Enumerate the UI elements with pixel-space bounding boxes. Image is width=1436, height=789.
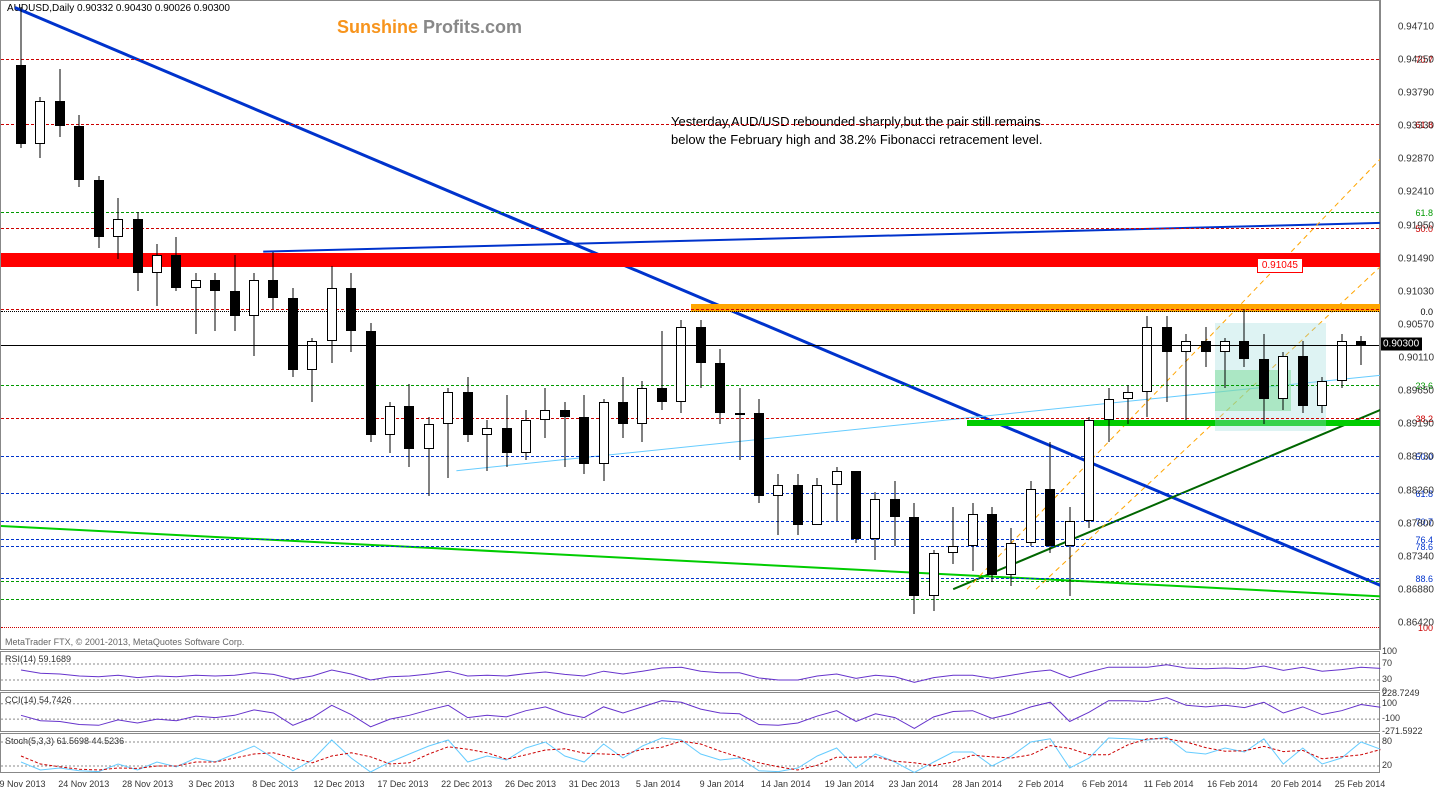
cci-line: [1, 693, 1381, 733]
trendlines-layer: [1, 1, 1381, 651]
stoch-panel[interactable]: Stoch(5,3,3) 61.5698 44.5236: [0, 733, 1380, 773]
current-price-line: [1, 345, 1379, 346]
cci-panel[interactable]: CCI(14) 54.7426: [0, 692, 1380, 732]
rsi-panel[interactable]: RSI(14) 59.1689: [0, 651, 1380, 691]
stoch-lines: [1, 734, 1381, 774]
date-axis: 19 Nov 201324 Nov 201328 Nov 20133 Dec 2…: [0, 773, 1436, 789]
main-price-chart[interactable]: AUDUSD,Daily 0.90332 0.90430 0.90026 0.9…: [0, 0, 1380, 650]
copyright-text: MetaTrader FTX, © 2001-2013, MetaQuotes …: [5, 637, 244, 647]
price-axis: 0.947100.942500.937900.933300.928700.924…: [1380, 0, 1436, 650]
rsi-line: [1, 652, 1381, 692]
price-callout: 0.91045: [1257, 258, 1303, 273]
